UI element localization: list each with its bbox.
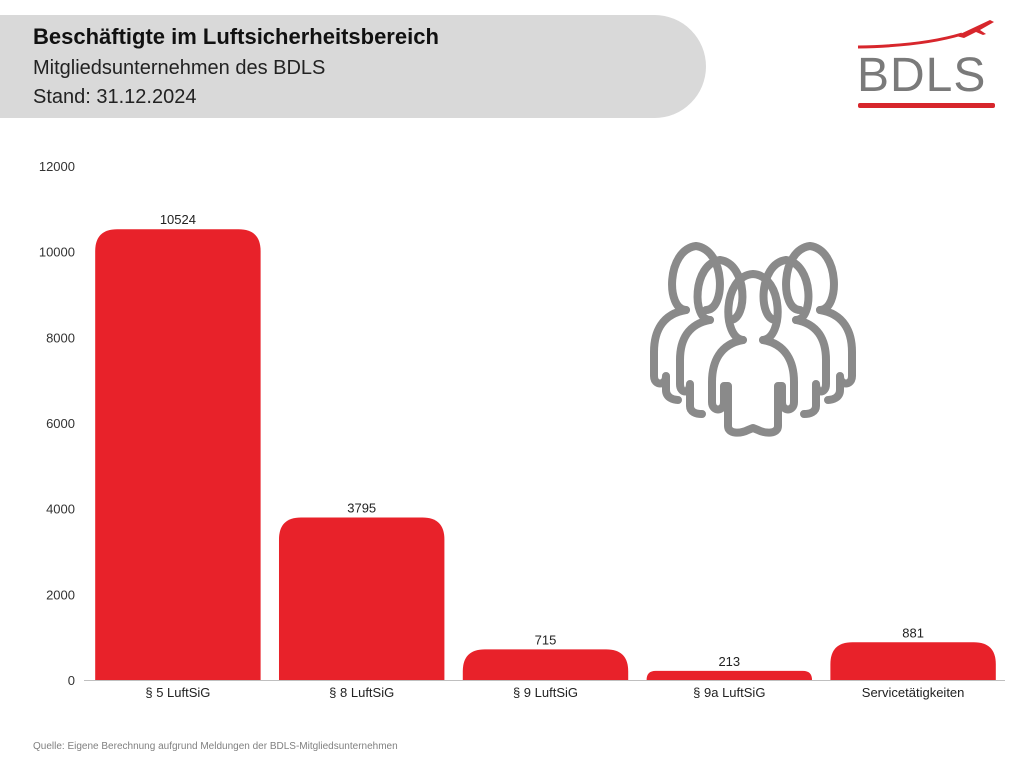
bar xyxy=(830,642,996,680)
x-tick-label: § 9 LuftSiG xyxy=(513,685,578,700)
header-panel xyxy=(0,15,706,118)
bar xyxy=(278,517,445,680)
x-tick-label: § 5 LuftSiG xyxy=(145,685,210,700)
date-line: Stand: 31.12.2024 xyxy=(33,86,197,108)
source-note: Quelle: Eigene Berechnung aufgrund Meldu… xyxy=(33,741,398,752)
logo-text: BDLS xyxy=(857,49,987,102)
bar-chart: 0 2000 4000 6000 8000 10000 12000 10524 3795 715… xyxy=(39,159,1005,700)
page-subtitle: Mitgliedsunternehmen des BDLS xyxy=(33,57,326,79)
y-tick-label: 12000 xyxy=(39,159,75,174)
y-tick-label: 2000 xyxy=(46,587,75,602)
x-tick-label: § 9a LuftSiG xyxy=(693,685,765,700)
bdls-logo: BDLS xyxy=(852,16,998,112)
y-tick-label: 8000 xyxy=(46,330,75,345)
data-label: 10524 xyxy=(160,212,196,227)
people-group-icon xyxy=(650,242,856,437)
data-labels: 10524 3795 715 213 881 xyxy=(160,212,924,669)
y-tick-label: 4000 xyxy=(46,502,75,517)
x-axis: § 5 LuftSiG § 8 LuftSiG § 9 LuftSiG § 9a Lu… xyxy=(145,685,964,700)
data-label: 881 xyxy=(902,625,924,640)
bar xyxy=(95,229,261,681)
bar xyxy=(462,649,629,680)
bar xyxy=(646,670,813,680)
y-tick-label: 10000 xyxy=(39,245,75,260)
bars xyxy=(95,229,996,681)
data-label: 213 xyxy=(718,654,740,669)
x-tick-label: § 8 LuftSiG xyxy=(329,685,394,700)
y-tick-label: 0 xyxy=(68,673,75,688)
logo-underline xyxy=(858,103,995,108)
page-title: Beschäftigte im Luftsicherheitsbereich xyxy=(33,24,439,49)
data-label: 3795 xyxy=(347,500,376,515)
x-tick-label: Servicetätigkeiten xyxy=(862,685,965,700)
y-tick-label: 6000 xyxy=(46,416,75,431)
y-axis: 0 2000 4000 6000 8000 10000 12000 xyxy=(39,159,75,688)
data-label: 715 xyxy=(535,632,557,647)
airplane-icon xyxy=(857,20,994,49)
